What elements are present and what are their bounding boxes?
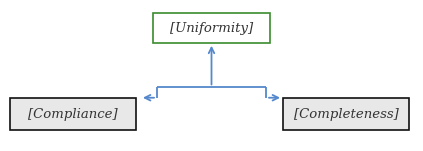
Text: [Compliance]: [Compliance]	[28, 108, 118, 120]
FancyBboxPatch shape	[283, 98, 409, 130]
FancyBboxPatch shape	[153, 13, 270, 43]
FancyBboxPatch shape	[10, 98, 136, 130]
Text: [Uniformity]: [Uniformity]	[170, 22, 253, 35]
Text: [Completeness]: [Completeness]	[294, 108, 398, 120]
